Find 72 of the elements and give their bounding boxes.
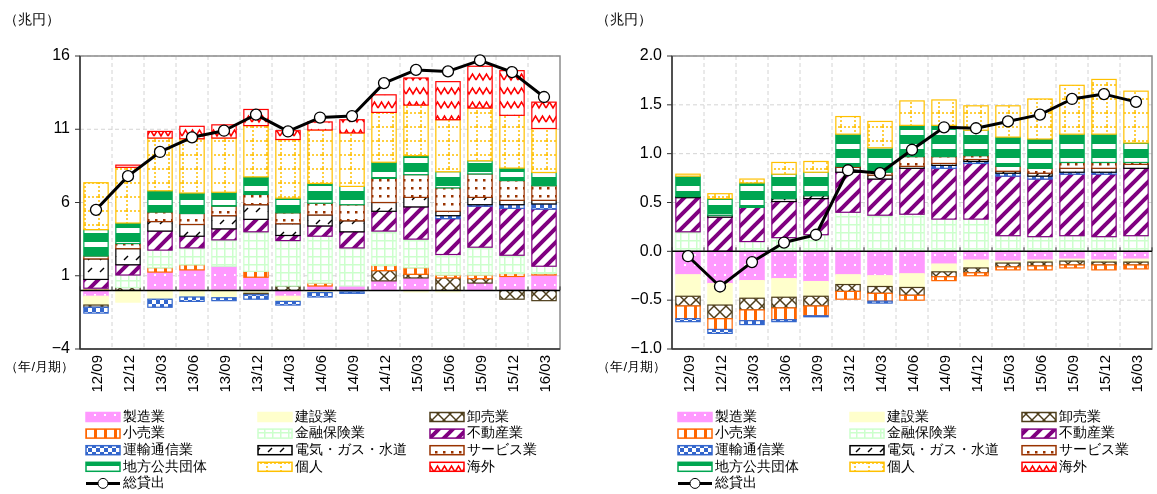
legend-label: 不動産業 <box>467 424 523 441</box>
x-tick-label: 15/09 <box>1064 355 1081 393</box>
x-tick-label: 15/09 <box>472 355 489 393</box>
x-tick-label: 14/09 <box>936 355 953 393</box>
x-tick-label: 12/12 <box>120 355 137 393</box>
y-tick-label: 2.0 <box>639 46 663 64</box>
y-tick-label: 1 <box>61 265 71 283</box>
legend-label: 金融保険業 <box>887 424 957 441</box>
y-tick-label: 1.5 <box>639 95 663 113</box>
x-tick-label: 13/12 <box>840 355 857 393</box>
x-tick-label: 13/03 <box>152 355 169 393</box>
y-axis-title: （兆円） <box>4 11 60 27</box>
legend-label: 製造業 <box>123 407 165 424</box>
legend-label: サービス業 <box>467 440 537 457</box>
legend-label: 建設業 <box>886 407 929 424</box>
legend-label: 個人 <box>295 457 323 474</box>
x-tick-label: 14/06 <box>904 355 921 393</box>
legend-label: 不動産業 <box>1059 424 1115 441</box>
legend-label: 電気・ガス・水道 <box>295 440 407 457</box>
y-tick-label: −1.0 <box>630 339 663 357</box>
legend-label: 総貸出 <box>122 474 165 491</box>
x-tick-label: 13/09 <box>216 355 233 393</box>
x-tick-label: 15/12 <box>1096 355 1113 393</box>
x-tick-label: 14/03 <box>280 355 297 393</box>
legend-label: 製造業 <box>715 407 757 424</box>
y-tick-label: −0.5 <box>630 290 663 308</box>
legend-label: 建設業 <box>294 407 337 424</box>
y-tick-label: 0.0 <box>639 241 663 259</box>
x-tick-label: 12/09 <box>88 355 105 393</box>
legend-label: 運輸通信業 <box>123 440 193 457</box>
y-tick-label: −4 <box>51 339 71 357</box>
legend-label: 海外 <box>1059 457 1087 474</box>
legend-label: 卸売業 <box>467 407 509 424</box>
x-tick-label: 15/06 <box>440 355 457 393</box>
x-axis-title: （年/月期） <box>597 359 666 374</box>
x-axis-title: （年/月期） <box>5 359 74 374</box>
y-tick-label: 11 <box>53 119 71 137</box>
y-tick-label: 1.0 <box>639 143 663 161</box>
legend-label: 小売業 <box>715 424 757 441</box>
legend-label: 卸売業 <box>1059 407 1101 424</box>
x-tick-label: 13/06 <box>776 355 793 393</box>
legend-label: 金融保険業 <box>295 424 365 441</box>
x-tick-label: 13/06 <box>184 355 201 393</box>
x-tick-label: 14/12 <box>968 355 985 393</box>
legend-label: 電気・ガス・水道 <box>887 440 999 457</box>
x-tick-label: 14/12 <box>376 355 393 393</box>
x-tick-label: 14/06 <box>312 355 329 393</box>
x-tick-label: 13/03 <box>744 355 761 393</box>
legend-label: 地方公共団体 <box>714 457 799 474</box>
x-tick-label: 14/03 <box>872 355 889 393</box>
y-axis-title: （兆円） <box>596 11 652 27</box>
legend-label: 小売業 <box>123 424 165 441</box>
y-tick-label: 16 <box>52 46 71 64</box>
x-tick-label: 12/09 <box>680 355 697 393</box>
legend-label: 運輸通信業 <box>715 440 785 457</box>
x-tick-label: 12/12 <box>712 355 729 393</box>
legend-label: 海外 <box>467 457 495 474</box>
x-tick-label: 15/06 <box>1032 355 1049 393</box>
x-tick-label: 16/03 <box>536 355 553 393</box>
y-tick-label: 6 <box>61 192 71 210</box>
legend-label: サービス業 <box>1059 440 1129 457</box>
x-tick-label: 15/03 <box>408 355 425 393</box>
x-tick-label: 16/03 <box>1128 355 1145 393</box>
x-tick-label: 13/09 <box>808 355 825 393</box>
legend-label: 個人 <box>887 457 915 474</box>
x-tick-label: 15/03 <box>1000 355 1017 393</box>
y-tick-label: 0.5 <box>639 192 663 210</box>
legend-label: 総貸出 <box>714 474 757 491</box>
x-tick-label: 15/12 <box>504 355 521 393</box>
legend-label: 地方公共団体 <box>122 457 207 474</box>
x-tick-label: 13/12 <box>248 355 265 393</box>
x-tick-label: 14/09 <box>344 355 361 393</box>
